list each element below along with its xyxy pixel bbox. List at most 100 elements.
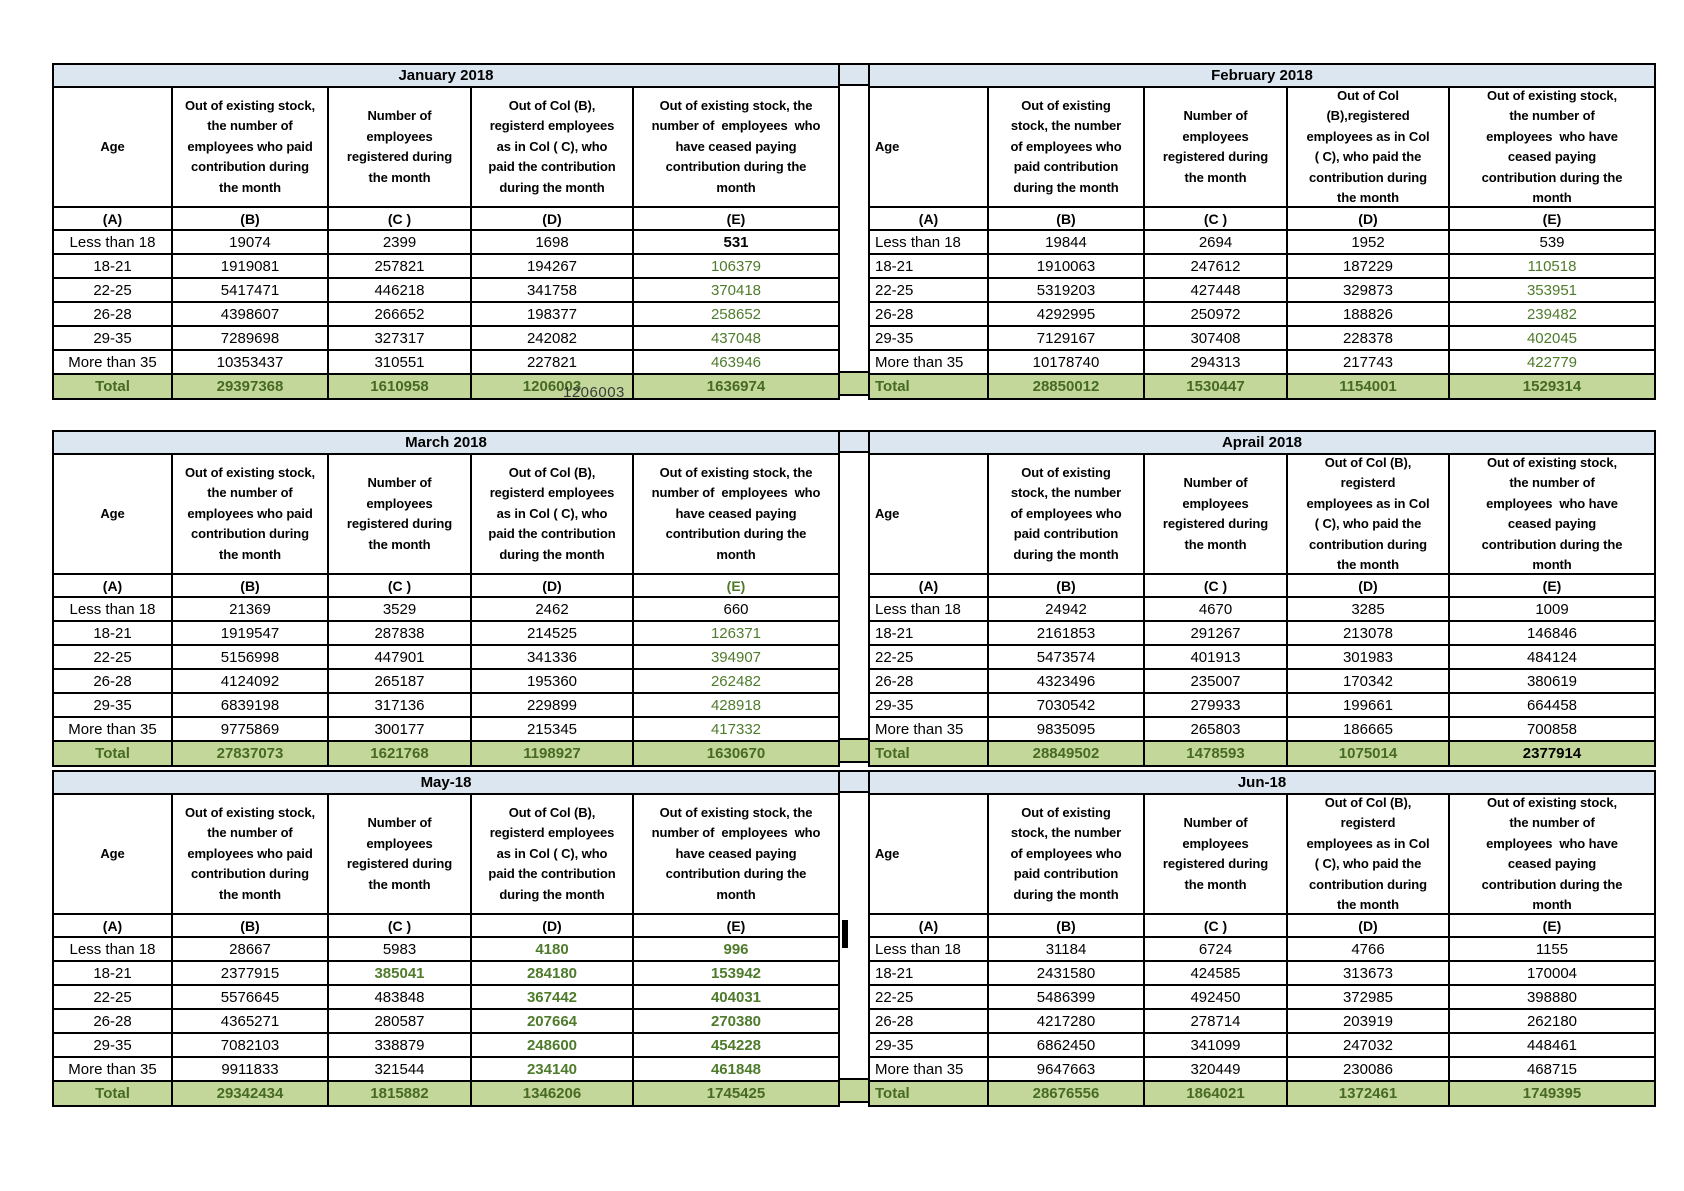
column-label-cell[interactable]: (C ) <box>1143 206 1286 229</box>
total-value-cell[interactable]: 1636974 <box>632 373 838 398</box>
value-cell[interactable]: 170342 <box>1286 668 1448 692</box>
column-label-cell[interactable]: (D) <box>1286 206 1448 229</box>
value-cell[interactable]: 24942 <box>987 596 1143 620</box>
total-value-cell[interactable]: 1478593 <box>1143 740 1286 765</box>
value-cell[interactable]: 21369 <box>171 596 327 620</box>
value-cell[interactable]: 146846 <box>1448 620 1654 644</box>
column-label-cell[interactable]: (B) <box>171 206 327 229</box>
value-cell[interactable]: 402045 <box>1448 325 1654 349</box>
column-label-cell[interactable]: (C ) <box>1143 913 1286 936</box>
age-cell[interactable]: Less than 18 <box>870 596 987 620</box>
age-header-cell[interactable]: Age <box>875 138 900 154</box>
value-cell[interactable]: 10353437 <box>171 349 327 373</box>
column-label-cell[interactable]: (C ) <box>1143 573 1286 596</box>
table-title[interactable]: February 2018 <box>870 65 1654 88</box>
value-cell[interactable]: 287838 <box>327 620 470 644</box>
column-header-cell[interactable]: Out of existing stock, the number of emp… <box>987 88 1143 206</box>
value-cell[interactable]: 234140 <box>470 1056 632 1080</box>
value-cell[interactable]: 153942 <box>632 960 838 984</box>
value-cell[interactable]: 427448 <box>1143 277 1286 301</box>
value-cell[interactable]: 262482 <box>632 668 838 692</box>
age-cell[interactable]: More than 35 <box>54 716 171 740</box>
value-cell[interactable]: 447901 <box>327 644 470 668</box>
value-cell[interactable]: 5156998 <box>171 644 327 668</box>
age-cell[interactable]: More than 35 <box>870 1056 987 1080</box>
total-value-cell[interactable]: 1749395 <box>1448 1080 1654 1105</box>
age-header-cell[interactable]: Age <box>100 505 125 521</box>
total-value-cell[interactable]: 27837073 <box>171 740 327 765</box>
value-cell[interactable]: 300177 <box>327 716 470 740</box>
age-cell[interactable]: 29-35 <box>54 692 171 716</box>
age-cell[interactable]: 29-35 <box>870 692 987 716</box>
age-cell[interactable]: Less than 18 <box>54 229 171 253</box>
value-cell[interactable]: 2161853 <box>987 620 1143 644</box>
value-cell[interactable]: 6839198 <box>171 692 327 716</box>
total-value-cell[interactable]: 28850012 <box>987 373 1143 398</box>
value-cell[interactable]: 448461 <box>1448 1032 1654 1056</box>
age-cell[interactable]: 22-25 <box>870 277 987 301</box>
value-cell[interactable]: 446218 <box>327 277 470 301</box>
value-cell[interactable]: 422779 <box>1448 349 1654 373</box>
value-cell[interactable]: 9775869 <box>171 716 327 740</box>
value-cell[interactable]: 492450 <box>1143 984 1286 1008</box>
value-cell[interactable]: 4292995 <box>987 301 1143 325</box>
age-cell[interactable]: Less than 18 <box>54 596 171 620</box>
total-label-cell[interactable]: Total <box>54 373 171 398</box>
value-cell[interactable]: 4670 <box>1143 596 1286 620</box>
value-cell[interactable]: 4766 <box>1286 936 1448 960</box>
value-cell[interactable]: 468715 <box>1448 1056 1654 1080</box>
age-cell[interactable]: More than 35 <box>54 1056 171 1080</box>
value-cell[interactable]: 9835095 <box>987 716 1143 740</box>
value-cell[interactable]: 262180 <box>1448 1008 1654 1032</box>
value-cell[interactable]: 7082103 <box>171 1032 327 1056</box>
value-cell[interactable]: 235007 <box>1143 668 1286 692</box>
column-header-cell[interactable]: Out of Col (B), registerd employees as i… <box>470 795 632 913</box>
value-cell[interactable]: 170004 <box>1448 960 1654 984</box>
value-cell[interactable]: 19074 <box>171 229 327 253</box>
age-cell[interactable]: 22-25 <box>870 644 987 668</box>
value-cell[interactable]: 284180 <box>470 960 632 984</box>
table-title[interactable]: May-18 <box>54 772 838 795</box>
value-cell[interactable]: 19844 <box>987 229 1143 253</box>
column-label-cell[interactable]: (A) <box>54 206 171 229</box>
value-cell[interactable]: 484124 <box>1448 644 1654 668</box>
value-cell[interactable]: 1910063 <box>987 253 1143 277</box>
value-cell[interactable]: 4323496 <box>987 668 1143 692</box>
value-cell[interactable]: 4180 <box>470 936 632 960</box>
value-cell[interactable]: 7289698 <box>171 325 327 349</box>
value-cell[interactable]: 5486399 <box>987 984 1143 1008</box>
value-cell[interactable]: 31184 <box>987 936 1143 960</box>
value-cell[interactable]: 2462 <box>470 596 632 620</box>
column-header-cell[interactable]: Number of employees registered during th… <box>327 795 470 913</box>
table-title[interactable]: Jun-18 <box>870 772 1654 795</box>
column-header-cell[interactable]: Out of Col (B), registerd employees as i… <box>470 88 632 206</box>
age-cell[interactable]: 26-28 <box>54 668 171 692</box>
total-value-cell[interactable]: 1745425 <box>632 1080 838 1105</box>
age-cell[interactable]: Less than 18 <box>54 936 171 960</box>
value-cell[interactable]: 2431580 <box>987 960 1143 984</box>
value-cell[interactable]: 242082 <box>470 325 632 349</box>
value-cell[interactable]: 126371 <box>632 620 838 644</box>
column-header-cell[interactable]: Out of existing stock, the number of emp… <box>632 795 838 913</box>
column-label-cell[interactable]: (C ) <box>327 206 470 229</box>
value-cell[interactable]: 1919081 <box>171 253 327 277</box>
value-cell[interactable]: 291267 <box>1143 620 1286 644</box>
value-cell[interactable]: 380619 <box>1448 668 1654 692</box>
column-header-cell[interactable]: Out of Col (B), registerd employees as i… <box>1286 795 1448 913</box>
value-cell[interactable]: 203919 <box>1286 1008 1448 1032</box>
value-cell[interactable]: 1952 <box>1286 229 1448 253</box>
value-cell[interactable]: 247612 <box>1143 253 1286 277</box>
value-cell[interactable]: 367442 <box>470 984 632 1008</box>
column-header-cell[interactable]: Out of existing stock, the number of emp… <box>1448 795 1654 913</box>
total-value-cell[interactable]: 1530447 <box>1143 373 1286 398</box>
age-cell[interactable]: 18-21 <box>870 960 987 984</box>
column-header-cell[interactable]: Out of existing stock, the number of emp… <box>1448 88 1654 206</box>
value-cell[interactable]: 5319203 <box>987 277 1143 301</box>
value-cell[interactable]: 313673 <box>1286 960 1448 984</box>
age-header-cell[interactable]: Age <box>875 505 900 521</box>
total-value-cell[interactable]: 1198927 <box>470 740 632 765</box>
column-header-cell[interactable]: Out of Col (B), registerd employees as i… <box>1286 455 1448 573</box>
value-cell[interactable]: 187229 <box>1286 253 1448 277</box>
column-header-cell[interactable]: Out of Col (B), registerd employees as i… <box>470 455 632 573</box>
value-cell[interactable]: 186665 <box>1286 716 1448 740</box>
